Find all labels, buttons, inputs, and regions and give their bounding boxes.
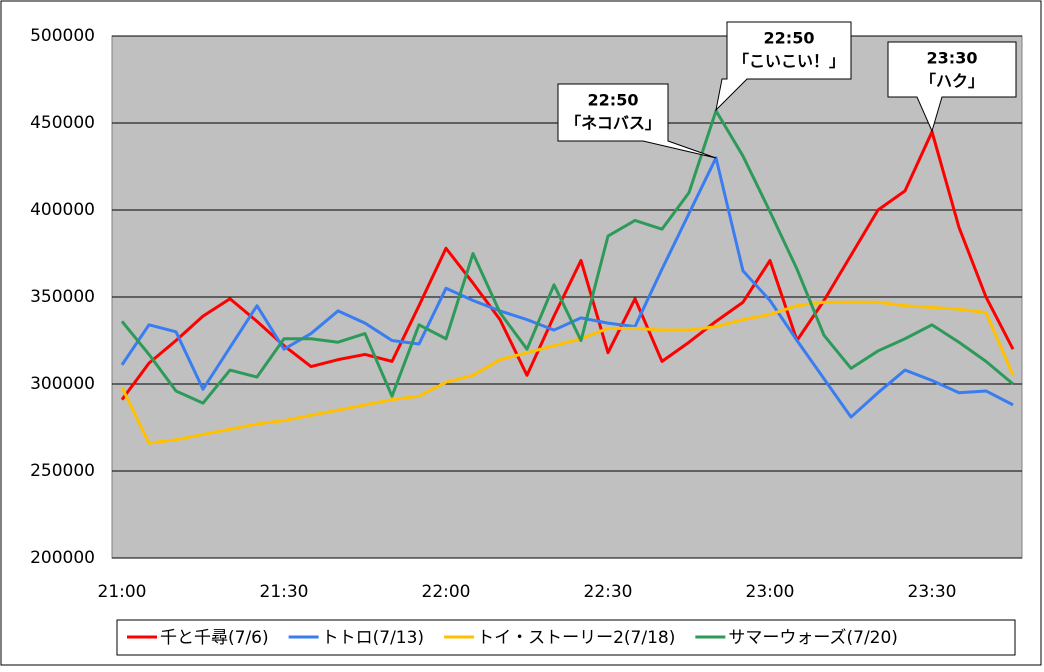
callout: 22:50 「こいこい！」: [715, 21, 852, 112]
y-tick-label: 400000: [30, 200, 95, 220]
callout: 23:30 「ハク」: [887, 41, 1017, 133]
series-line: [120, 300, 1015, 445]
callout-label: 「こいこい！」: [733, 52, 845, 71]
series-line: [120, 156, 1014, 419]
y-tick-label: 500000: [30, 26, 95, 46]
legend-label: トトロ(7/13): [322, 628, 424, 648]
x-tick-label: 21:30: [260, 582, 309, 602]
legend-label: トイ・ストーリー2(7/18): [477, 628, 675, 648]
callout-label: 「ネコバス」: [565, 114, 661, 133]
x-tick-label: 23:30: [908, 582, 957, 602]
series-line: [120, 130, 1015, 401]
x-tick-label: 21:00: [98, 582, 147, 602]
y-tick-label: 350000: [30, 287, 95, 307]
callout-time: 22:50: [588, 91, 639, 110]
legend-label: 千と千尋(7/6): [160, 628, 269, 648]
x-tick-label: 23:00: [746, 582, 795, 602]
legend: [116, 619, 1016, 656]
callout-time: 22:50: [764, 29, 815, 48]
x-tick-label: 22:30: [584, 582, 633, 602]
y-tick-label: 250000: [30, 461, 95, 481]
legend-label: サマーウォーズ(7/20): [728, 628, 898, 648]
callout-box: [887, 41, 1017, 133]
callout-label: 「ハク」: [920, 72, 984, 91]
callout-box: [715, 21, 852, 112]
callout: 22:50 「ネコバス」: [557, 83, 717, 159]
y-tick-label: 300000: [30, 374, 95, 394]
x-tick-label: 22:00: [422, 582, 471, 602]
y-tick-label: 450000: [30, 113, 95, 133]
series-line: [120, 109, 1014, 405]
y-tick-label: 200000: [30, 548, 95, 568]
callout-time: 23:30: [927, 49, 978, 68]
callout-box: [557, 83, 717, 159]
